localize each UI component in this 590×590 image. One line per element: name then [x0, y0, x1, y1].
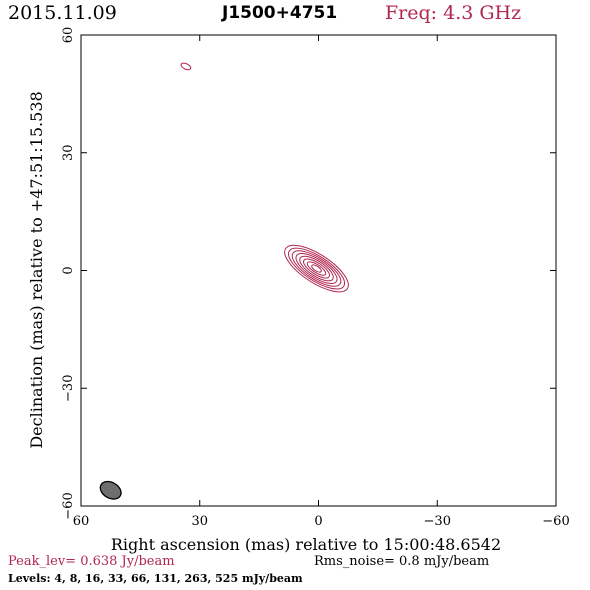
plot-frame [80, 34, 557, 507]
frequency-label: Freq: 4.3 GHz [385, 2, 522, 24]
y-tick-label: 0 [61, 266, 76, 274]
x-axis-label: Right ascension (mas) relative to 15:00:… [111, 535, 501, 554]
peak-level-text: Peak_lev= 0.638 Jy/beam [8, 554, 175, 569]
y-tick-label: 60 [61, 27, 76, 44]
y-tick-label: −60 [61, 492, 76, 519]
epoch-date: 2015.11.09 [8, 2, 117, 24]
contour-level [288, 247, 346, 290]
x-tick-label: −60 [542, 514, 569, 529]
contour-level [295, 253, 338, 285]
x-tick-label: 60 [73, 514, 90, 529]
y-axis-label: Declination (mas) relative to +47:51:15.… [27, 91, 46, 448]
contour-feature [180, 62, 192, 71]
contour-levels-text: Levels: 4, 8, 16, 33, 66, 131, 263, 525 … [8, 572, 303, 585]
contour-level [303, 258, 331, 279]
contour-group [99, 62, 349, 500]
contour-level [291, 250, 342, 287]
rms-noise-text: Rms_noise= 0.8 mJy/beam [314, 554, 490, 569]
y-tick-label: −30 [61, 375, 76, 402]
source-name: J1500+4751 [222, 3, 338, 23]
x-tick-label: 0 [314, 514, 322, 529]
contour-level [306, 261, 327, 276]
contour-level [284, 244, 349, 293]
y-tick-label: 30 [61, 144, 76, 161]
x-tick-label: −30 [424, 514, 451, 529]
beam-ellipse [99, 480, 122, 500]
contour-level [311, 264, 322, 273]
x-tick-label: 30 [191, 514, 208, 529]
contour-level [299, 255, 334, 282]
